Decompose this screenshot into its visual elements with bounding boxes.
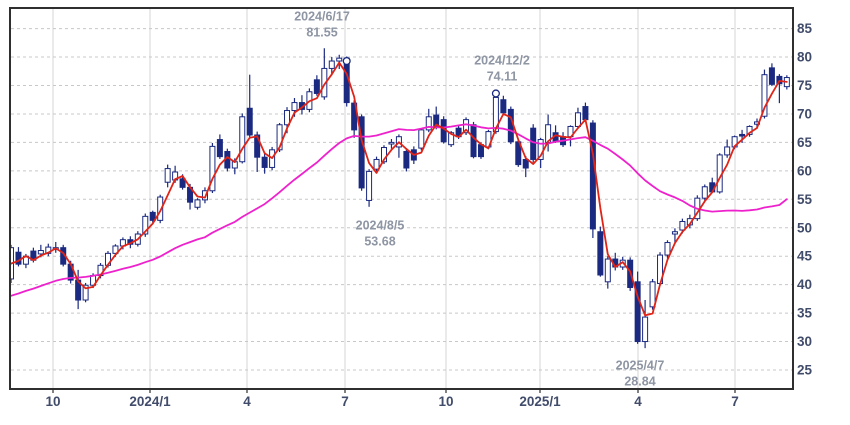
annotation-value: 53.68 (364, 234, 395, 248)
candle-week-6 (52, 241, 59, 253)
x-tick-label: 2024/1 (129, 394, 171, 409)
annotations: 2024/6/17 81.55 2024/12/2 74.11 2024/8/5 53.6… (294, 9, 664, 388)
y-tick-label: 30 (797, 334, 812, 349)
candle-week-47 (358, 114, 365, 191)
candle-week-41 (313, 75, 320, 96)
candle-week-96 (724, 139, 731, 158)
candle-week-86 (649, 278, 656, 310)
candle-week-18 (142, 213, 149, 237)
x-tick-label: 4 (634, 394, 642, 409)
candle-week-27 (209, 142, 216, 194)
candle-week-52 (395, 134, 402, 158)
candle-week-80 (604, 256, 611, 289)
fast-ma-line (11, 61, 788, 317)
slow-ma-line (11, 123, 788, 297)
candle-week-102 (768, 63, 775, 87)
x-tick-label: 7 (731, 394, 739, 409)
candle-week-42 (321, 48, 328, 100)
annotation-2024-12-2: 2024/12/2 74.11 (474, 53, 530, 98)
y-tick-label: 65 (797, 135, 813, 150)
candle-week-78 (589, 120, 596, 238)
annotation-date: 2024/6/17 (294, 9, 350, 23)
vertical-gridlines (52, 9, 736, 388)
candle-week-25 (194, 198, 201, 210)
y-tick-label: 55 (797, 192, 813, 207)
candle-week-85 (642, 300, 649, 349)
y-axis: 85 80 75 70 65 60 55 50 45 40 35 30 25 (797, 21, 813, 377)
candle-week-31 (239, 113, 246, 164)
y-tick-label: 60 (797, 163, 812, 178)
candle-week-53 (403, 148, 410, 172)
candle-week-10 (82, 282, 89, 303)
annotation-value: 81.55 (306, 25, 337, 39)
candle-week-56 (425, 108, 432, 133)
y-tick-label: 70 (797, 106, 812, 121)
y-tick-label: 45 (797, 249, 813, 264)
annotation-2024-6-17: 2024/6/17 81.55 (294, 9, 351, 66)
annotation-2025-4-7: 2025/4/7 28.84 (616, 358, 665, 388)
candle-week-76 (574, 107, 581, 129)
x-tick-label: 4 (243, 394, 251, 409)
candle-week-79 (597, 226, 604, 277)
candle-week-19 (149, 210, 156, 223)
candlesticks (11, 48, 790, 349)
y-tick-label: 35 (797, 306, 813, 321)
horizontal-gridlines (11, 28, 792, 371)
annotation-date: 2024/12/2 (474, 53, 530, 67)
candle-week-43 (328, 57, 335, 76)
y-tick-label: 85 (797, 21, 813, 36)
candle-week-61 (463, 117, 470, 136)
y-tick-label: 80 (797, 50, 812, 65)
candle-week-73 (552, 125, 559, 143)
annotation-date: 2024/8/5 (356, 218, 405, 232)
candle-week-32 (246, 74, 253, 138)
y-tick-label: 25 (797, 363, 813, 378)
candle-week-5 (45, 243, 52, 257)
candle-week-51 (388, 138, 395, 149)
y-tick-label: 40 (797, 277, 812, 292)
candle-week-21 (164, 164, 171, 188)
candle-week-89 (671, 228, 678, 244)
candle-week-69 (522, 156, 529, 178)
candle-week-66 (500, 95, 507, 115)
candle-week-70 (530, 124, 537, 163)
candle-week-34 (261, 152, 268, 174)
candle-week-93 (701, 184, 708, 202)
y-tick-label: 50 (797, 220, 812, 235)
candle-week-28 (216, 134, 223, 159)
annotation-2024-8-5: 2024/8/5 53.68 (356, 218, 405, 248)
annotation-marker-circle (342, 56, 351, 66)
y-tick-label: 75 (797, 78, 813, 93)
annotation-value: 28.84 (624, 374, 655, 388)
candle-week-88 (664, 240, 671, 259)
annotation-value: 74.11 (487, 69, 518, 83)
x-tick-label: 10 (438, 394, 453, 409)
x-axis: 10 2024/1 4 7 10 2025/1 4 7 (45, 389, 739, 409)
candle-week-49 (373, 156, 380, 173)
candle-week-55 (418, 128, 425, 151)
plot-border (9, 7, 794, 390)
annotation-marker-circle (491, 89, 500, 98)
candle-week-20 (157, 194, 164, 224)
candle-week-103 (776, 74, 783, 104)
candle-week-84 (634, 271, 641, 344)
moving-averages (11, 61, 788, 317)
x-tick-label: 10 (45, 394, 60, 409)
candle-week-48 (366, 169, 373, 207)
x-tick-label: 2025/1 (519, 394, 561, 409)
annotation-date: 2025/4/7 (616, 358, 665, 372)
x-tick-label: 7 (341, 394, 349, 409)
candle-week-1 (15, 247, 22, 267)
